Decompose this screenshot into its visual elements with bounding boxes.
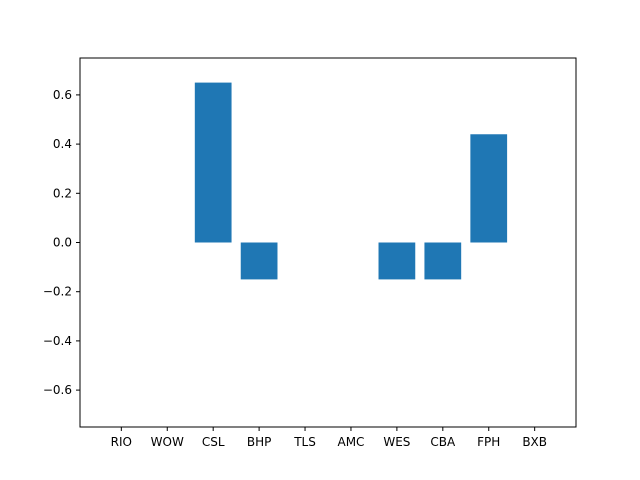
y-tick-label-6: 0.6 [53,88,72,102]
bars-group [194,82,508,280]
x-tick-label-fph: FPH [477,435,500,449]
x-tick-label-wes: WES [383,435,410,449]
bar-bhp [240,242,278,280]
y-tick-label-4: 0.2 [53,186,72,200]
bar-csl [194,82,232,243]
y-axis: −0.6 −0.4 −0.2 0.0 0.2 0.4 0.6 [43,88,80,397]
x-axis: RIO WOW CSL BHP TLS AMC WES CBA FPH BXB [111,427,547,449]
y-tick-label-3: 0.0 [53,236,72,250]
x-tick-label-csl: CSL [202,435,225,449]
plot-frame [79,57,577,428]
x-tick-label-wow: WOW [151,435,184,449]
x-tick-label-bxb: BXB [522,435,547,449]
bar-cba [424,242,462,280]
y-tick-label-0: −0.6 [43,383,72,397]
y-tick-label-1: −0.4 [43,334,72,348]
bar-wes [378,242,416,280]
x-tick-label-cba: CBA [430,435,456,449]
y-tick-label-5: 0.4 [53,137,72,151]
y-tick-label-2: −0.2 [43,285,72,299]
x-tick-label-bhp: BHP [247,435,272,449]
x-tick-label-tls: TLS [293,435,316,449]
x-tick-label-rio: RIO [111,435,132,449]
x-tick-label-amc: AMC [337,435,364,449]
bar-fph [470,134,508,243]
